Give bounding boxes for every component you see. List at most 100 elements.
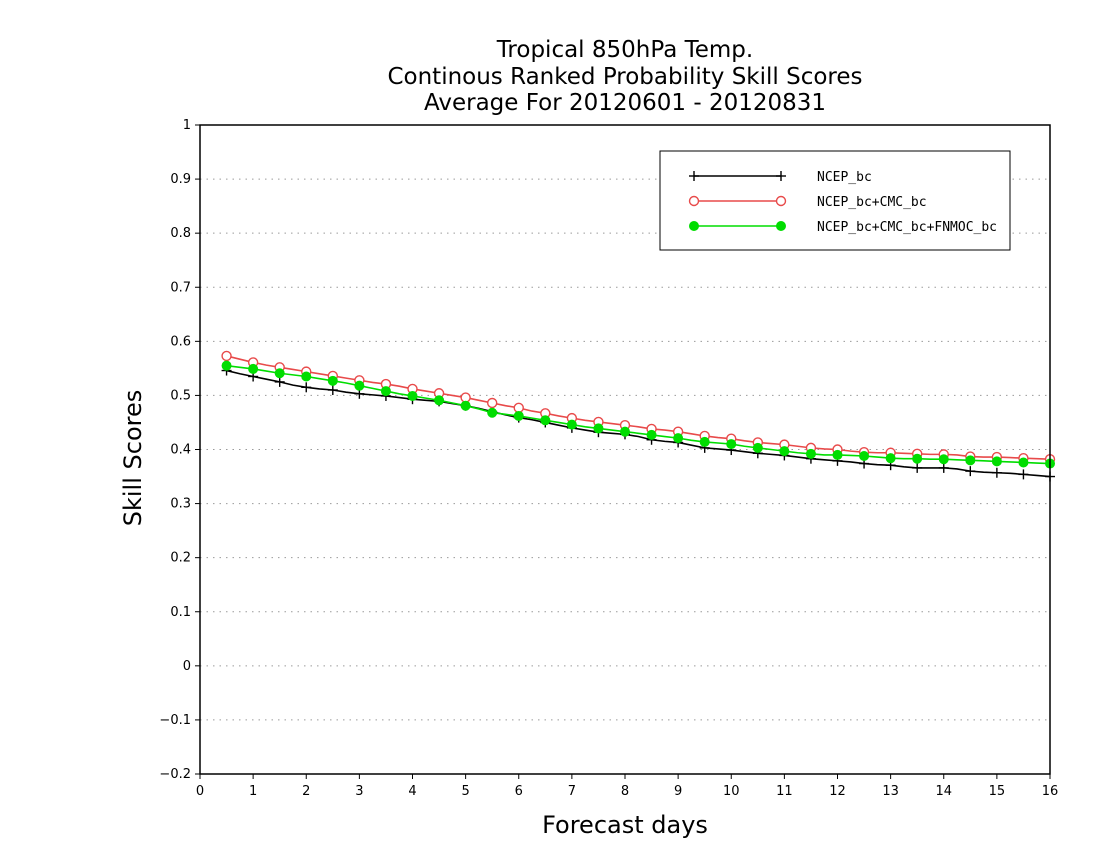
x-tick-label: 15	[989, 784, 1006, 799]
data-point	[434, 395, 445, 406]
legend-label: NCEP_bc	[817, 170, 872, 185]
data-point	[1018, 469, 1029, 480]
x-tick-label: 11	[776, 784, 793, 799]
x-tick-label: 16	[1042, 784, 1059, 799]
data-point	[274, 376, 285, 387]
series-line	[226, 364, 1051, 465]
data-point	[380, 386, 391, 397]
data-point	[487, 407, 498, 418]
legend: NCEP_bc NCEP_bc+CMC_bc NCEP_bc+CMC_bc+FNMO…	[659, 150, 1011, 251]
y-axis-label: Skill Scores	[119, 390, 147, 527]
series-group	[221, 350, 1056, 482]
data-point	[991, 467, 1002, 478]
data-point	[513, 410, 524, 421]
y-tick-label: 0.3	[170, 497, 191, 512]
x-axis-label: Forecast days	[542, 811, 708, 839]
x-tick-label: 12	[829, 784, 846, 799]
data-point	[859, 450, 870, 461]
data-point	[301, 371, 312, 382]
y-tick-label: −0.2	[159, 767, 191, 782]
x-tick-label: 2	[302, 784, 310, 799]
x-tick-label: 0	[196, 784, 204, 799]
legend-label: NCEP_bc+CMC_bc	[817, 195, 927, 210]
data-point	[779, 446, 790, 457]
x-tick-label: 3	[355, 784, 363, 799]
data-point	[1018, 457, 1029, 468]
data-point	[486, 397, 498, 409]
y-tick-label: 0.2	[170, 551, 191, 566]
data-point	[912, 462, 923, 473]
data-point	[566, 419, 577, 430]
data-point	[965, 466, 976, 477]
legend-marker	[689, 221, 699, 231]
data-point	[646, 429, 657, 440]
data-point	[805, 448, 816, 459]
y-tick-label: 0.8	[170, 226, 191, 241]
x-tick-label: 4	[408, 784, 416, 799]
legend-item: NCEP_bc+CMC_bc	[688, 195, 927, 210]
data-point	[274, 368, 285, 379]
data-point	[832, 449, 843, 460]
data-point	[327, 385, 338, 396]
data-point	[460, 400, 471, 411]
legend-marker	[776, 221, 786, 231]
data-point	[221, 360, 232, 371]
x-tick-label: 6	[515, 784, 523, 799]
grid-lines	[200, 178, 1050, 721]
series-3	[221, 360, 1055, 469]
data-point	[885, 453, 896, 464]
data-point	[327, 375, 338, 386]
legend-label: NCEP_bc+CMC_bc+FNMOC_bc	[817, 220, 997, 235]
y-tick-label: 0.7	[170, 280, 191, 295]
legend-marker	[689, 171, 699, 181]
chart-title-line-1: Tropical 850hPa Temp.	[496, 37, 753, 63]
legend-marker	[776, 171, 786, 181]
data-point	[248, 363, 259, 374]
series-line	[226, 355, 1051, 461]
x-tick-label: 8	[621, 784, 629, 799]
x-tick-label: 7	[568, 784, 576, 799]
legend-marker	[775, 195, 787, 207]
y-tick-label: 0.5	[170, 388, 191, 403]
data-point	[938, 462, 949, 473]
y-tick-label: 0.6	[170, 334, 191, 349]
y-tick-label: −0.1	[159, 713, 191, 728]
data-point	[407, 390, 418, 401]
data-point	[620, 426, 630, 437]
x-tick-label: 14	[935, 784, 952, 799]
y-tick-label: 1	[183, 118, 191, 133]
data-point	[301, 382, 312, 393]
y-tick-label: 0.9	[170, 172, 191, 187]
data-point	[699, 436, 710, 447]
series-2	[221, 350, 1056, 465]
data-point	[673, 433, 684, 444]
legend-item: NCEP_bc+CMC_bc+FNMOC_bc	[689, 220, 997, 235]
data-point	[593, 423, 604, 434]
x-axis: 0 1 2 3 4 5 6 7 8 9 10 11 12 13 14 15 16	[196, 774, 1058, 799]
legend-item: NCEP_bc	[689, 170, 872, 185]
data-point	[991, 456, 1002, 467]
data-point	[965, 455, 976, 466]
data-point	[912, 453, 923, 464]
data-point	[540, 415, 551, 426]
legend-marker	[688, 195, 700, 207]
chart-title: Tropical 850hPa Temp. Continous Ranked P…	[387, 37, 862, 116]
x-tick-label: 5	[461, 784, 469, 799]
y-tick-label: 0.1	[170, 605, 191, 620]
x-tick-label: 10	[723, 784, 740, 799]
series-line	[226, 369, 1051, 478]
data-point	[752, 442, 763, 453]
y-tick-label: 0	[183, 659, 191, 674]
data-point	[938, 454, 949, 465]
chart-title-line-3: Average For 20120601 - 20120831	[424, 90, 826, 116]
y-tick-label: 0.4	[170, 443, 191, 458]
x-tick-label: 9	[674, 784, 682, 799]
data-point	[726, 439, 737, 450]
data-point	[354, 380, 365, 391]
chart-title-line-2: Continous Ranked Probability Skill Score…	[387, 64, 862, 90]
data-point	[221, 350, 232, 362]
x-tick-label: 1	[249, 784, 257, 799]
y-axis: −0.2 −0.1 0 0.1 0.2 0.3 0.4 0.5 0.6 0.7 0.8 0.9 1	[159, 118, 200, 782]
x-tick-label: 13	[882, 784, 899, 799]
